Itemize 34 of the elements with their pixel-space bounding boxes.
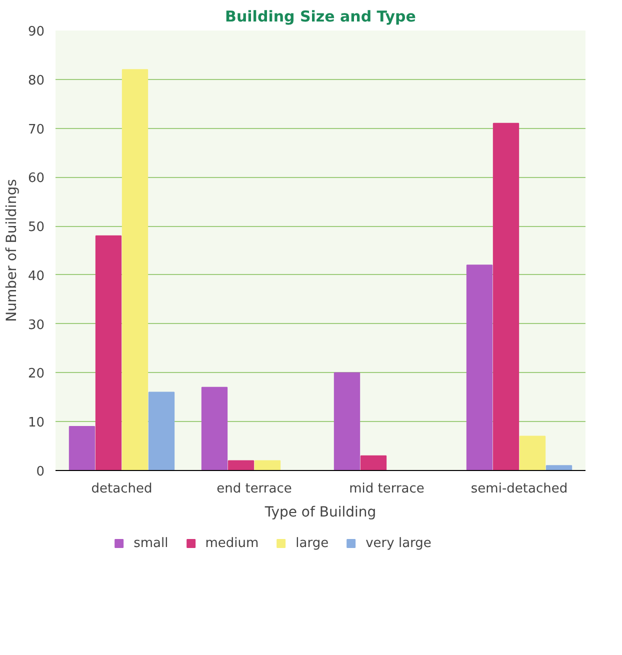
bar	[201, 386, 228, 470]
y-tick-label: 50	[28, 220, 45, 236]
bar	[68, 426, 96, 470]
y-tick-label: 20	[28, 366, 45, 382]
legend-label: very large	[366, 536, 432, 550]
bar	[360, 455, 387, 470]
chart-title: Building Size and Type	[225, 8, 416, 26]
y-tick-label: 30	[28, 318, 45, 333]
y-tick-label: 90	[28, 24, 45, 40]
y-axis-title: Number of Buildings	[4, 179, 20, 322]
bar	[122, 69, 148, 470]
y-tick-label: 40	[28, 268, 45, 284]
x-tick-label: end terrace	[216, 482, 292, 496]
y-tick-label: 70	[28, 122, 45, 138]
y-tick-label: 60	[28, 171, 45, 186]
bar	[466, 264, 493, 470]
x-tick-label: mid terrace	[349, 482, 424, 496]
bar	[228, 460, 254, 470]
bar	[492, 122, 520, 470]
bar	[334, 372, 360, 470]
x-axis-title: Type of Building	[264, 504, 376, 520]
bar	[546, 465, 572, 470]
bar	[95, 235, 122, 470]
legend-label: small	[134, 536, 168, 550]
x-tick-label: semi-detached	[470, 482, 568, 496]
y-tick-label: 0	[36, 464, 45, 480]
legend-label: medium	[205, 536, 259, 550]
y-tick-label: 10	[28, 416, 45, 431]
bar	[519, 436, 546, 470]
bar	[254, 460, 281, 470]
legend-label: large	[296, 536, 329, 550]
y-tick-label: 80	[28, 73, 45, 88]
x-tick-label: detached	[91, 482, 152, 496]
bar	[148, 392, 175, 470]
